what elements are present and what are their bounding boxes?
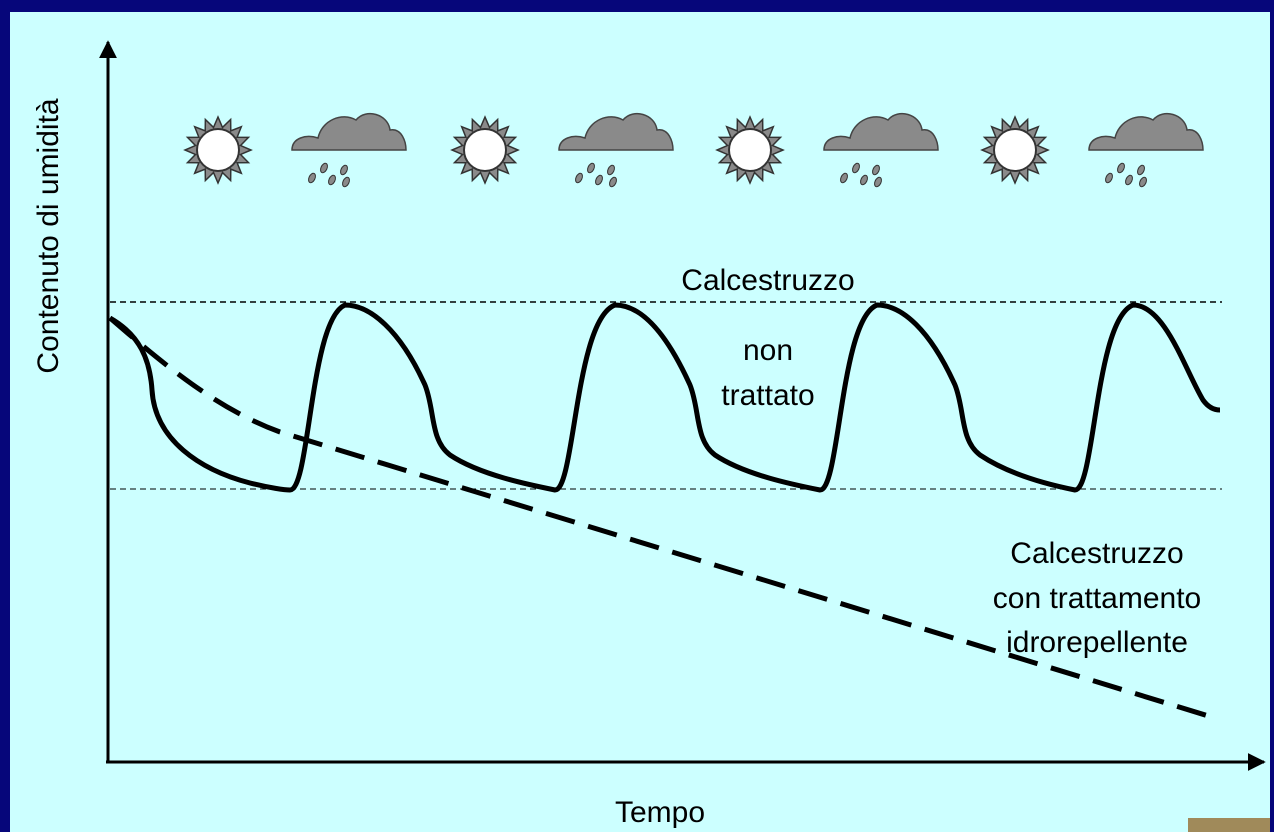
slide: Contenuto di umidità Tempo Calcestruzzo … bbox=[0, 0, 1274, 832]
curve-label: con trattamento bbox=[993, 582, 1201, 615]
curve-label: Calcestruzzo bbox=[1010, 537, 1183, 570]
sun-icon bbox=[717, 117, 783, 183]
x-axis-label: Tempo bbox=[615, 796, 705, 829]
y-axis-label: Contenuto di umidità bbox=[32, 98, 65, 373]
corner-decoration bbox=[1188, 818, 1270, 832]
curve-label: trattato bbox=[721, 379, 814, 412]
curve-label: non bbox=[743, 334, 793, 367]
sun-icon bbox=[452, 117, 518, 183]
curve-label: Calcestruzzo bbox=[681, 264, 854, 297]
page: Contenuto di umidità Tempo Calcestruzzo … bbox=[0, 0, 1274, 832]
sun-icon bbox=[982, 117, 1048, 183]
curve-label: idrorepellente bbox=[1006, 626, 1188, 659]
sun-icon bbox=[185, 117, 251, 183]
